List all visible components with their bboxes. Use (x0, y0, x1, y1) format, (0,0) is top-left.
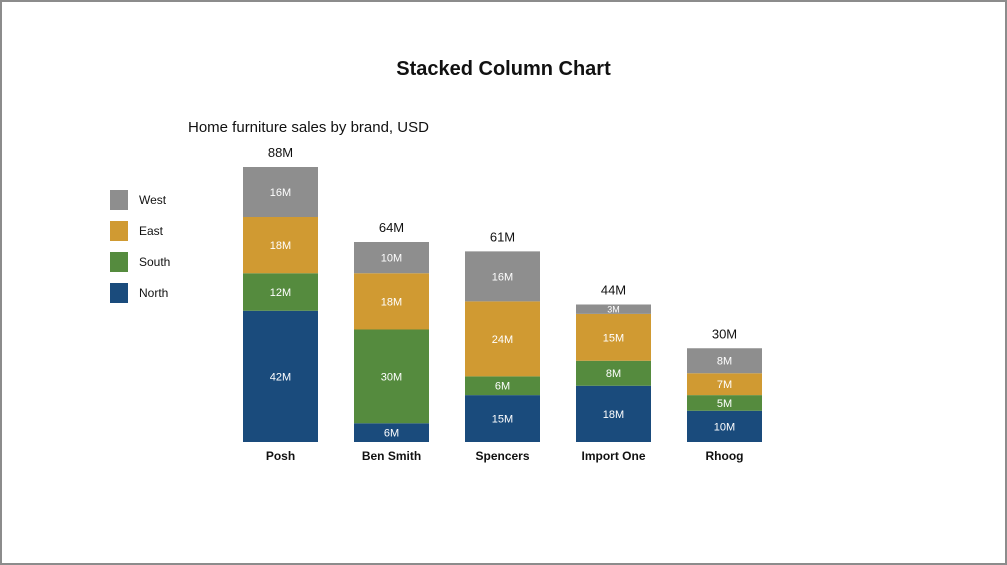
bar-west-3 (576, 304, 651, 314)
data-label-south-4: 5M (717, 398, 732, 410)
bar-south-2 (465, 376, 540, 396)
category-label-2: Spencers (475, 449, 529, 463)
legend-item-south: South (110, 252, 230, 272)
bar-west-0 (243, 167, 318, 217)
bar-east-2 (465, 301, 540, 377)
data-label-north-4: 10M (714, 421, 735, 433)
bar-north-1 (354, 423, 429, 442)
data-label-south-0: 12M (270, 287, 291, 299)
data-label-east-0: 18M (270, 240, 291, 252)
legend-item-north: North (110, 283, 230, 303)
data-label-east-4: 7M (717, 379, 732, 391)
bar-south-4 (687, 395, 762, 411)
legend-label-south: South (139, 255, 171, 269)
bar-east-0 (243, 217, 318, 274)
data-label-west-3: 3M (607, 304, 620, 314)
data-label-north-1: 6M (384, 428, 399, 440)
bar-west-2 (465, 251, 540, 302)
legend-swatch-north (110, 283, 128, 303)
bar-north-4 (687, 410, 762, 442)
data-label-east-1: 18M (381, 296, 402, 308)
bar-east-1 (354, 273, 429, 330)
category-label-4: Rhoog (706, 449, 744, 463)
data-label-north-2: 15M (492, 414, 513, 426)
bar-south-0 (243, 273, 318, 311)
legend-label-east: East (139, 224, 164, 238)
category-label-3: Import One (581, 449, 645, 463)
chart-title: Home furniture sales by brand, USD (188, 119, 429, 136)
bar-west-1 (354, 242, 429, 274)
bar-north-0 (243, 310, 318, 442)
bar-north-2 (465, 395, 540, 442)
bar-south-3 (576, 360, 651, 386)
data-label-west-4: 8M (717, 356, 732, 368)
slide-title: Stacked Column Chart (396, 58, 611, 80)
legend-swatch-south (110, 252, 128, 272)
legend-item-west: West (110, 190, 230, 210)
category-label-0: Posh (266, 449, 295, 463)
total-label-4: 30M (712, 326, 737, 341)
legend-swatch-east (110, 221, 128, 241)
bar-east-4 (687, 373, 762, 396)
data-label-north-3: 18M (603, 409, 624, 421)
data-label-north-0: 42M (270, 371, 291, 383)
data-label-west-2: 16M (492, 271, 513, 283)
data-label-west-0: 16M (270, 187, 291, 199)
data-label-west-1: 10M (381, 253, 402, 265)
total-label-3: 44M (601, 283, 626, 298)
bar-south-1 (354, 329, 429, 424)
total-label-2: 61M (490, 229, 515, 244)
bar-north-3 (576, 385, 651, 442)
legend-swatch-west (110, 190, 128, 210)
bar-east-3 (576, 313, 651, 361)
total-label-0: 88M (268, 145, 293, 160)
data-label-east-3: 15M (603, 332, 624, 344)
data-label-east-2: 24M (492, 334, 513, 346)
data-label-south-3: 8M (606, 368, 621, 380)
legend-item-east: East (110, 221, 230, 241)
data-label-south-1: 30M (381, 371, 402, 383)
data-label-south-2: 6M (495, 381, 510, 393)
bar-west-4 (687, 348, 762, 374)
legend-label-north: North (139, 286, 169, 300)
total-label-1: 64M (379, 220, 404, 235)
legend-label-west: West (139, 193, 167, 207)
category-label-1: Ben Smith (362, 449, 421, 463)
